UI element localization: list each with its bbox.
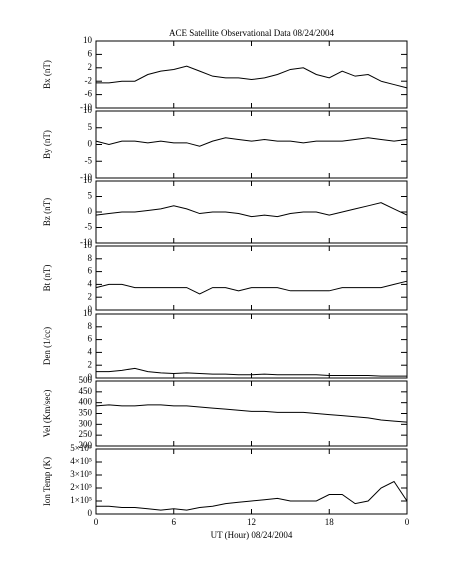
panel-frame	[95, 380, 408, 447]
y-tick-label: 300	[79, 418, 93, 428]
panel-frame	[95, 180, 408, 244]
y-tick-label: -10	[80, 172, 92, 182]
y-tick-label: 5×10⁵	[70, 443, 92, 453]
y-tick-label: 8	[88, 253, 93, 263]
y-axis-label: Bx (nT)	[42, 60, 52, 89]
data-line	[95, 202, 408, 218]
y-tick-label: 0	[88, 508, 93, 518]
chart-title: ACE Satellite Observational Data 08/24/2…	[169, 28, 334, 38]
y-tick-label: 200	[79, 440, 93, 450]
data-line	[96, 480, 408, 511]
panel-frame	[95, 245, 408, 311]
panel-frame	[95, 110, 408, 179]
data-line	[95, 404, 408, 423]
x-tick-label: 6	[172, 517, 177, 527]
y-tick-label: 10	[83, 240, 93, 250]
y-tick-label: 10	[83, 35, 93, 45]
y-axis-label: Bt (nT)	[42, 265, 52, 292]
y-tick-label: 5	[88, 122, 93, 132]
y-tick-label: 2	[88, 291, 93, 301]
y-tick-label: 0	[88, 372, 93, 382]
x-axis-label: UT (Hour) 08/24/2004	[211, 530, 293, 540]
x-tick-label: 12	[247, 517, 256, 527]
y-tick-label: -5	[85, 155, 93, 165]
y-tick-label: 450	[79, 386, 93, 396]
y-tick-label: -5	[85, 222, 93, 232]
panel-frame	[95, 40, 408, 109]
y-tick-label: 10	[83, 308, 93, 318]
y-tick-label: 0	[88, 304, 93, 314]
y-axis-label: By (nT)	[42, 130, 52, 159]
y-tick-label: 2×10⁵	[70, 482, 92, 492]
y-tick-label: 0	[88, 139, 93, 149]
y-tick-label: 2	[88, 62, 93, 72]
data-line	[95, 137, 408, 147]
x-tick-label: 0	[405, 517, 410, 527]
y-tick-label: 4×10⁵	[70, 456, 92, 466]
y-tick-label: 0	[88, 206, 93, 216]
y-tick-label: 400	[79, 397, 93, 407]
data-line	[96, 367, 407, 377]
y-tick-label: 350	[79, 408, 93, 418]
y-tick-label: 10	[83, 105, 93, 115]
x-tick-label: 18	[325, 517, 335, 527]
y-tick-label: 6	[88, 48, 93, 58]
y-tick-label: 3×10⁵	[70, 469, 92, 479]
y-axis-label: Bz (nT)	[42, 198, 52, 226]
y-axis-label: Den (1/cc)	[42, 327, 52, 365]
data-line	[96, 65, 408, 89]
y-axis-label: Vel (Km/sec)	[42, 390, 52, 438]
y-tick-label: 4	[88, 278, 93, 288]
y-tick-label: 1×10⁵	[70, 495, 92, 505]
y-tick-label: -10	[80, 237, 92, 247]
y-tick-label: 500	[79, 375, 93, 385]
data-line	[95, 280, 408, 295]
y-tick-label: 250	[79, 429, 93, 439]
panel-frame	[95, 313, 408, 379]
y-tick-label: 5	[88, 191, 93, 201]
y-axis-label: Ion Temp (K)	[42, 457, 52, 506]
y-tick-label: -6	[85, 89, 93, 99]
y-tick-label: 6	[88, 266, 93, 276]
y-tick-label: -2	[85, 75, 93, 85]
y-tick-label: 10	[83, 175, 93, 185]
y-tick-label: -10	[80, 102, 92, 112]
y-tick-label: 8	[88, 321, 93, 331]
x-tick-label: 0	[94, 517, 99, 527]
y-tick-label: 2	[88, 359, 93, 369]
y-tick-label: 4	[88, 346, 93, 356]
y-tick-label: 6	[88, 334, 93, 344]
panel-frame	[95, 448, 408, 515]
